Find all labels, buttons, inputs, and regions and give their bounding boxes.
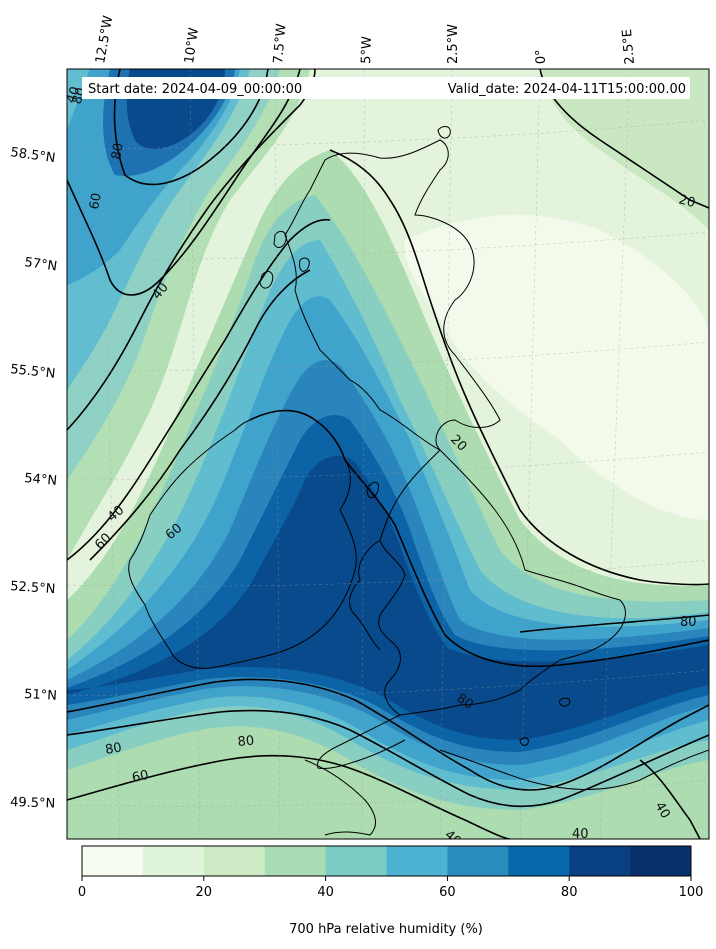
contour-label: 80 — [237, 734, 255, 750]
humidity-zone-band-90 — [67, 455, 709, 740]
lon-label: 5°W — [359, 36, 375, 64]
humidity-zone-ne-light — [540, 69, 709, 230]
colorbar-segment — [630, 846, 692, 876]
lat-label: 57°N — [23, 255, 58, 274]
humidity-zone-driest — [404, 214, 709, 520]
lat-label: 49.5°N — [10, 795, 56, 812]
colorbar-segment — [508, 846, 570, 876]
map-frame — [66, 68, 710, 840]
lon-label: 10°W — [182, 27, 202, 65]
contour-label: 40 — [572, 827, 589, 842]
colorbar-segment — [142, 846, 205, 876]
lat-label: 54°N — [24, 471, 58, 489]
contour-label: 60 — [87, 192, 105, 211]
coastline-england — [378, 449, 626, 716]
coastline-cornwall — [316, 714, 406, 769]
lat-label: 55.5°N — [10, 362, 56, 382]
contour-80-ireland — [249, 409, 709, 668]
coastlines — [128, 126, 709, 836]
colorbar-segment — [203, 846, 266, 876]
contour-80-east-band — [519, 614, 709, 633]
date-banner — [82, 77, 690, 99]
contour-80-west — [113, 69, 269, 186]
latitude-labels: 58.5°N 57°N 55.5°N 54°N 52.5°N 51°N 49.5… — [9, 145, 58, 811]
colorbar — [82, 846, 692, 876]
contour-label: 40 — [652, 800, 673, 822]
contour-labels: 80 80 60 60 40 40 20 20 40 60 80 80 80 8… — [64, 85, 697, 850]
contour-40-south — [67, 754, 511, 839]
colorbar-frame — [81, 845, 692, 877]
colorbar-segment — [264, 846, 327, 876]
colorbar-tick-label: 40 — [317, 885, 334, 900]
longitude-labels: 12.5°W 10°W 7.5°W 5°W 2.5°W 0° 2.5°E — [93, 14, 638, 65]
lat-label: 51°N — [24, 687, 58, 704]
contour-lines — [67, 69, 709, 839]
colorbar-tick-label: 0 — [78, 885, 86, 900]
lon-label: 12.5°W — [93, 14, 116, 64]
contour-label: 80 — [680, 615, 697, 630]
coastline-small-islands — [519, 697, 571, 746]
coastline-france — [304, 749, 709, 836]
coastline-orkney — [437, 126, 451, 139]
contour-40-west — [67, 69, 316, 431]
contour-label: 40 — [441, 828, 463, 850]
colorbar-tick-label: 20 — [196, 885, 213, 900]
colorbar-ticks: 0 20 40 60 80 100 — [78, 876, 704, 900]
colorbar-segment — [325, 846, 387, 876]
coastline-scotland — [284, 139, 501, 451]
lat-label: 58.5°N — [9, 145, 56, 166]
contour-label: 40 — [64, 85, 84, 106]
lat-label: 52.5°N — [10, 579, 56, 597]
contour-40-ireland-outer — [67, 218, 331, 561]
colorbar-segment — [386, 846, 448, 876]
colorbar-tick-label: 60 — [439, 885, 456, 900]
contour-label: 20 — [677, 192, 697, 211]
contour-20-north — [329, 149, 709, 586]
start-date-label: Start date: 2024-04-09_00:00:00 — [88, 82, 302, 97]
contour-label: 60 — [131, 768, 150, 786]
valid-date-label: Valid_date: 2024-04-11T15:00:00.00 — [448, 82, 686, 97]
coastline-isle-of-man — [366, 481, 379, 499]
lon-label: 2.5°E — [620, 28, 638, 65]
contour-80-south — [67, 678, 709, 791]
coastline-wales — [349, 539, 381, 651]
map-panel: 80 80 60 60 40 40 20 20 40 60 80 80 80 8… — [64, 69, 709, 850]
lon-label: 0° — [533, 49, 549, 64]
colorbar-segment — [447, 846, 509, 876]
contour-60-inner — [89, 269, 311, 561]
contour-60-south — [67, 709, 709, 808]
coastline-ireland — [128, 410, 357, 669]
colorbar-segment — [82, 846, 144, 876]
coastline-hebrides — [259, 230, 310, 289]
graticule — [67, 69, 709, 839]
colorbar-tick-label: 100 — [679, 885, 704, 900]
lon-label: 7.5°W — [271, 23, 289, 64]
contour-label: 80 — [109, 142, 127, 161]
colorbar-tick-label: 80 — [561, 885, 578, 900]
contour-label: 80 — [104, 740, 123, 758]
lon-label: 2.5°W — [446, 24, 461, 64]
contour-60-west — [67, 69, 301, 296]
colorbar-title: 700 hPa relative humidity (%) — [289, 922, 483, 937]
contour-40-se — [639, 759, 701, 839]
colorbar-segment — [569, 846, 631, 876]
